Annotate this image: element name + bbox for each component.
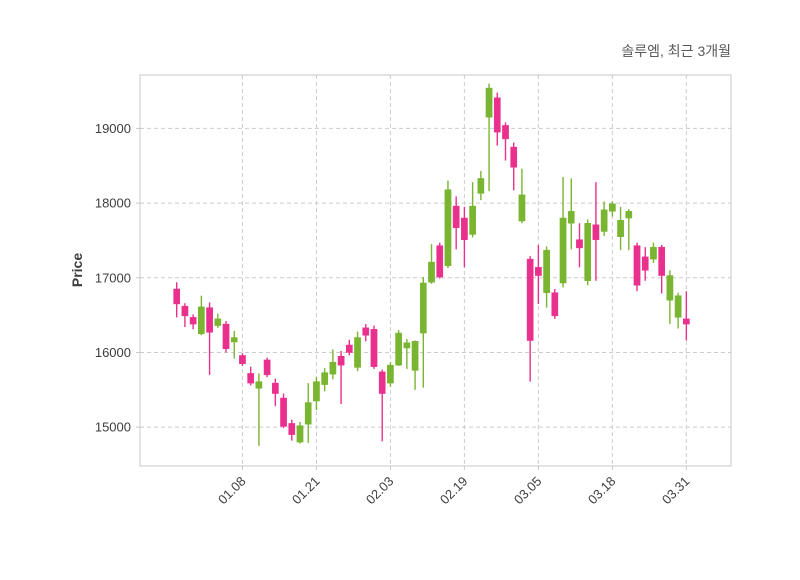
candles-layer bbox=[173, 83, 690, 446]
candle-body-up bbox=[543, 249, 550, 293]
candle-body-up bbox=[625, 211, 633, 219]
candle-body-down bbox=[461, 217, 468, 240]
candle-body-up bbox=[296, 425, 304, 443]
candle-body-down bbox=[206, 307, 213, 333]
candle-body-up bbox=[650, 246, 657, 260]
candle-body-up bbox=[584, 223, 592, 282]
candle-body-down bbox=[658, 246, 666, 276]
candle-body-up bbox=[666, 275, 674, 301]
y-tick-label: 17000 bbox=[95, 270, 131, 285]
candle-body-down bbox=[436, 245, 444, 278]
candle-body-down bbox=[682, 318, 690, 325]
candle-body-up bbox=[304, 402, 312, 425]
candle-body-down bbox=[641, 256, 649, 271]
candle-body-up bbox=[321, 372, 329, 385]
y-tick-label: 19000 bbox=[95, 121, 131, 136]
y-tick-label: 16000 bbox=[95, 345, 131, 360]
y-tick-label: 15000 bbox=[95, 420, 131, 435]
candle-body-up bbox=[255, 381, 263, 389]
candle-body-down bbox=[247, 373, 255, 384]
candle-body-down bbox=[222, 323, 230, 349]
candle-body-up bbox=[419, 282, 427, 334]
candle-body-up bbox=[395, 332, 402, 366]
candle-body-up bbox=[313, 381, 320, 402]
candle-body-up bbox=[387, 364, 394, 384]
candle-body-down bbox=[288, 423, 296, 435]
candle-body-down bbox=[576, 239, 583, 249]
candle-body-up bbox=[617, 220, 624, 237]
candle-body-down bbox=[362, 327, 370, 336]
candle-body-down bbox=[551, 292, 559, 317]
candle-body-down bbox=[592, 224, 600, 240]
candle-body-down bbox=[378, 371, 386, 394]
candle-body-down bbox=[280, 397, 287, 427]
candle-body-down bbox=[526, 258, 534, 341]
candle-body-up bbox=[477, 178, 485, 194]
candle-body-down bbox=[173, 288, 181, 305]
candle-body-down bbox=[452, 205, 460, 228]
candle-body-up bbox=[518, 194, 526, 222]
candle-body-up bbox=[214, 318, 222, 326]
gridlines-layer bbox=[140, 75, 731, 466]
y-axis-label: Price bbox=[69, 253, 85, 287]
candle-body-up bbox=[403, 342, 411, 349]
candle-body-down bbox=[502, 125, 509, 140]
candle-body-up bbox=[444, 189, 452, 267]
candle-body-up bbox=[230, 337, 238, 343]
candle-body-down bbox=[263, 359, 271, 376]
candle-body-down bbox=[239, 355, 246, 364]
candle-body-down bbox=[271, 382, 279, 394]
candle-body-up bbox=[674, 295, 682, 318]
candle-body-down bbox=[345, 344, 353, 353]
candle-body-up bbox=[354, 337, 361, 368]
candle-body-up bbox=[600, 209, 608, 232]
candle-body-down bbox=[493, 97, 501, 133]
candle-body-down bbox=[337, 355, 345, 366]
candle-body-up bbox=[198, 306, 205, 335]
candle-body-up bbox=[559, 217, 567, 284]
chart-title: 솔루엠, 최근 3개월 bbox=[621, 43, 731, 59]
candle-body-up bbox=[609, 203, 616, 212]
candle-body-up bbox=[329, 361, 337, 375]
candle-body-up bbox=[428, 261, 435, 283]
candle-body-down bbox=[181, 305, 189, 317]
candle-body-up bbox=[567, 211, 575, 224]
candle-body-down bbox=[510, 146, 518, 168]
candle-body-down bbox=[535, 267, 542, 276]
candle-body-down bbox=[633, 245, 641, 286]
plot-border bbox=[139, 74, 732, 467]
candle-body-up bbox=[485, 87, 493, 118]
candle-body-up bbox=[411, 341, 419, 371]
candle-body-up bbox=[469, 205, 476, 235]
y-tick-label: 18000 bbox=[95, 196, 131, 211]
candle-body-down bbox=[370, 329, 378, 367]
candle-body-down bbox=[189, 317, 197, 325]
